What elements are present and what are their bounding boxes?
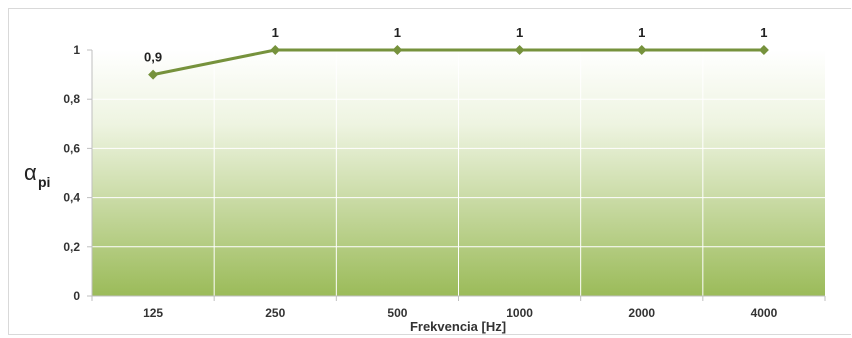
y-tick-label: 0,2 [63, 240, 80, 254]
y-tick-label: 1 [73, 43, 80, 57]
y-axis-title-symbol: α [24, 160, 37, 185]
x-axis-ticks: 125 250 500 1000 2000 4000 [91, 296, 826, 320]
series-group [148, 45, 769, 80]
data-label: 0,9 [144, 50, 162, 65]
data-point-marker [392, 45, 403, 55]
y-tick-label: 0 [73, 289, 80, 303]
x-tick-label: 4000 [751, 306, 778, 320]
x-tick-label: 1000 [506, 306, 533, 320]
data-point-marker [636, 45, 647, 55]
data-label: 1 [760, 25, 767, 40]
data-labels: 0,9 1 1 1 1 1 [144, 25, 767, 65]
gridlines [92, 49, 825, 296]
y-axis-title-subscript: pi [38, 174, 50, 190]
x-tick-label: 125 [143, 306, 163, 320]
x-tick-label: 2000 [628, 306, 655, 320]
data-point-marker [148, 69, 159, 80]
x-tick-label: 250 [265, 306, 285, 320]
data-point-marker [758, 45, 769, 55]
data-point-marker [514, 45, 525, 55]
x-tick-label: 500 [387, 306, 407, 320]
y-tick-label: 0,6 [63, 141, 80, 155]
data-label: 1 [394, 25, 401, 40]
data-label: 1 [272, 25, 279, 40]
data-point-marker [270, 45, 281, 55]
y-axis-ticks: 0 0,2 0,4 0,6 0,8 1 [63, 43, 92, 303]
series-line [152, 48, 764, 77]
data-label: 1 [516, 25, 523, 40]
y-tick-label: 0,4 [63, 191, 80, 205]
y-axis-title: α pi [24, 160, 50, 190]
data-label: 1 [638, 25, 645, 40]
x-axis-title: Frekvencia [Hz] [410, 319, 506, 334]
y-tick-label: 0,8 [63, 92, 80, 106]
